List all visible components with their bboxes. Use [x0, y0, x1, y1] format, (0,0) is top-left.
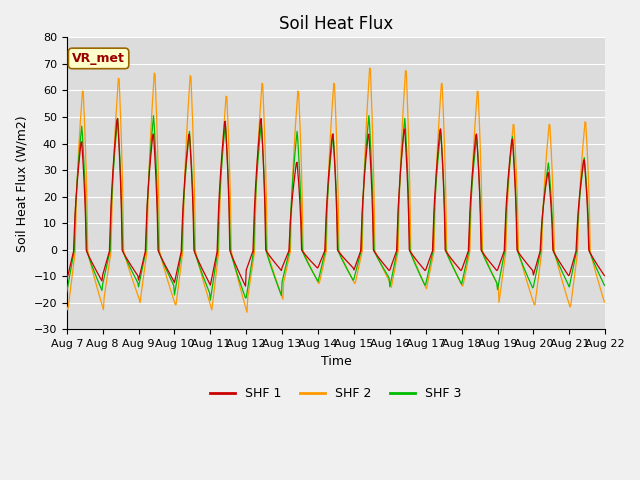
X-axis label: Time: Time — [321, 355, 351, 368]
Title: Soil Heat Flux: Soil Heat Flux — [279, 15, 393, 33]
Legend: SHF 1, SHF 2, SHF 3: SHF 1, SHF 2, SHF 3 — [205, 382, 467, 405]
Y-axis label: Soil Heat Flux (W/m2): Soil Heat Flux (W/m2) — [15, 115, 28, 252]
Text: VR_met: VR_met — [72, 52, 125, 65]
